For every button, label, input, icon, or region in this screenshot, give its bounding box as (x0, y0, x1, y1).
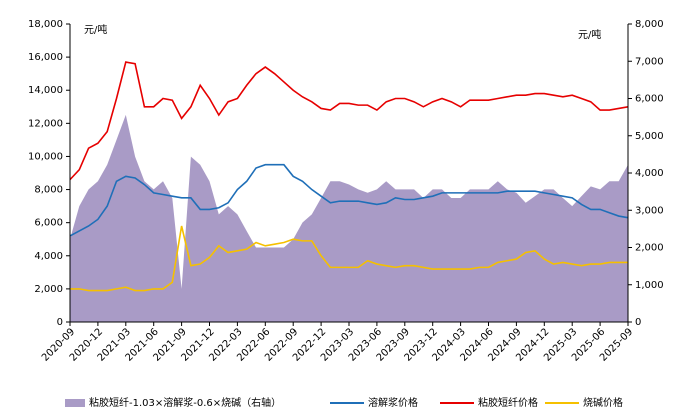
legend-label: 粘胶短纤价格 (478, 396, 538, 409)
y-unit: 元/吨 (84, 23, 107, 36)
y2-tick-label: 4,000 (635, 168, 664, 179)
area (70, 114, 628, 322)
y2-tick-label: 7,000 (635, 56, 664, 67)
y2-tick-label: 0 (635, 317, 641, 328)
legend-label: 烧碱价格 (583, 396, 623, 409)
y-tick-label: 2,000 (34, 284, 63, 295)
y2-tick-label: 2,000 (635, 243, 664, 254)
line (69, 163, 629, 237)
line (69, 61, 629, 181)
y-tick-label: 14,000 (28, 85, 63, 96)
legend-swatch (65, 399, 85, 407)
y-tick-label: 10,000 (28, 151, 63, 162)
y2-tick-label: 5,000 (635, 131, 664, 142)
y-tick-label: 16,000 (28, 52, 63, 63)
y2-tick-label: 3,000 (635, 205, 664, 216)
line (70, 225, 628, 292)
y-tick-label: 12,000 (28, 118, 63, 129)
y2-tick-label: 1,000 (635, 280, 664, 291)
legend-label: 粘胶短纤-1.03×溶解浆-0.6×烧碱（右轴） (89, 396, 281, 409)
legend-label: 溶解浆价格 (368, 396, 418, 409)
y2-unit: 元/吨 (578, 28, 601, 41)
y-tick-label: 18,000 (28, 19, 63, 30)
y2-tick-label: 6,000 (635, 94, 664, 105)
y-tick-label: 4,000 (34, 251, 63, 262)
y2-tick-label: 8,000 (635, 19, 664, 30)
y-tick-label: 6,000 (34, 218, 63, 229)
y-tick-label: 0 (57, 317, 63, 328)
y-tick-label: 8,000 (34, 185, 63, 196)
